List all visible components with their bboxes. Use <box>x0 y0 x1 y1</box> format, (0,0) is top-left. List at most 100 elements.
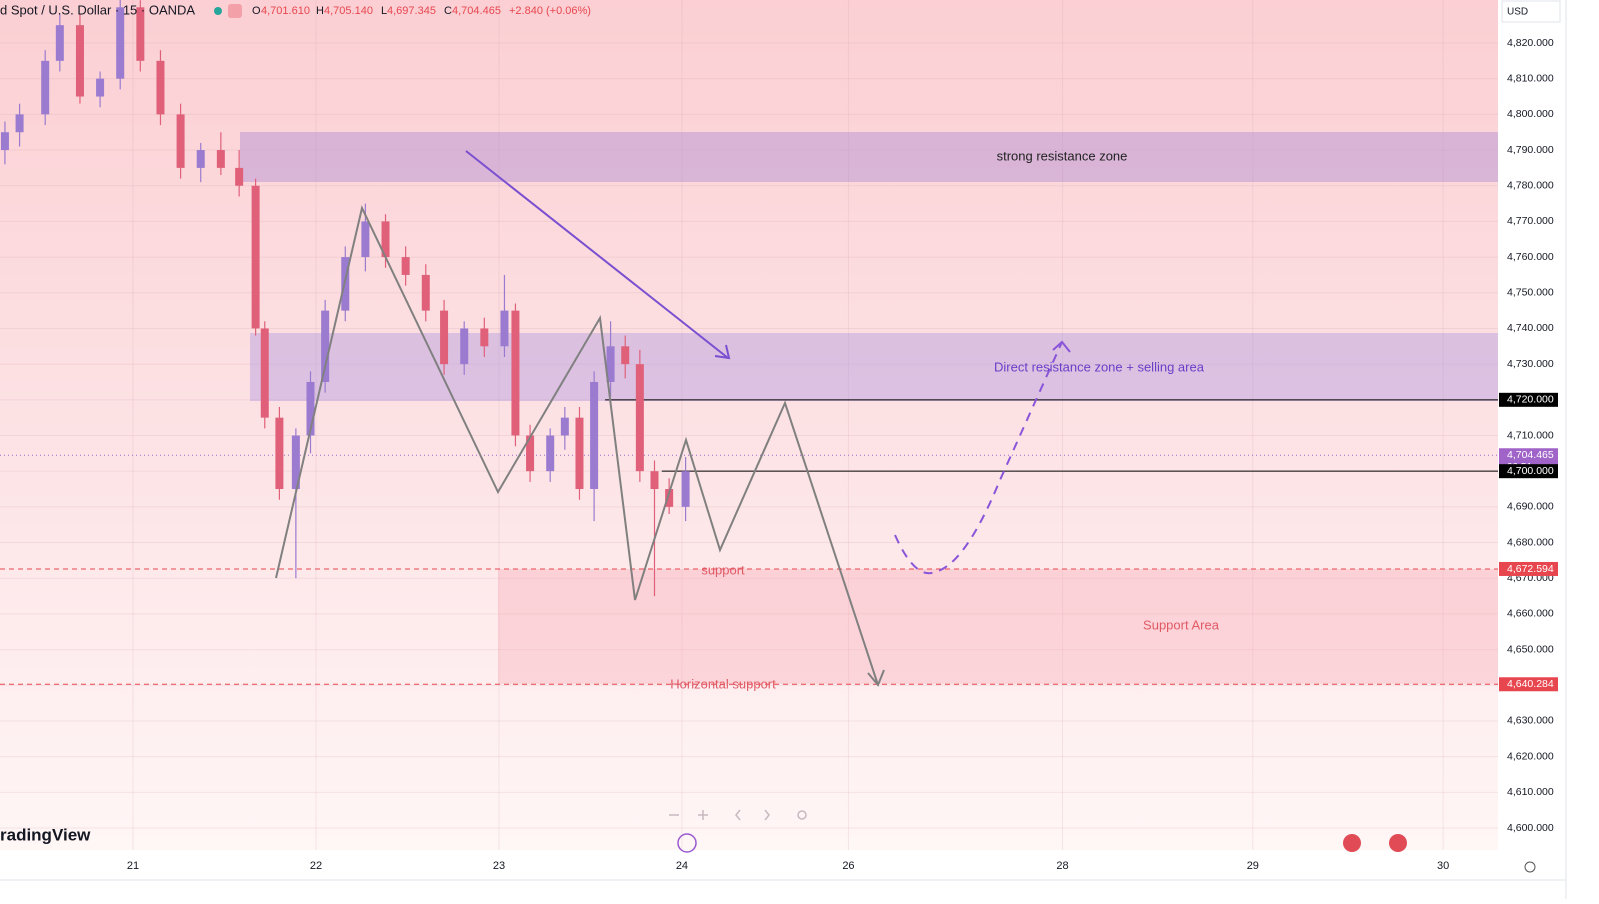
y-tick-label: 4,690.000 <box>1507 501 1554 513</box>
ohlc-value: 4,704.465 <box>452 5 501 17</box>
y-tick-label: 4,650.000 <box>1507 643 1554 655</box>
support-zone <box>498 569 1498 684</box>
price-tag-label: 4,672.594 <box>1507 563 1554 575</box>
y-tick-label: 4,800.000 <box>1507 108 1554 120</box>
arrowhead <box>714 344 731 360</box>
candle-body <box>156 60 165 115</box>
candle-body <box>291 435 300 490</box>
y-tick-label: 4,710.000 <box>1507 429 1554 441</box>
candle-body <box>306 381 315 436</box>
price-tag <box>1499 392 1558 407</box>
annotation: Horizontal support <box>670 676 776 691</box>
y-tick-label: 4,730.000 <box>1507 358 1554 370</box>
price-tag <box>1499 464 1558 479</box>
zigzag <box>275 204 879 686</box>
ohlc-value: 4,705.140 <box>324 5 373 17</box>
y-tick-label: 4,760.000 <box>1507 251 1554 263</box>
arrowhead <box>867 669 885 687</box>
candle-body <box>41 60 50 115</box>
change: +2.840 (+0.06%) <box>509 5 591 17</box>
candle-body <box>196 150 205 168</box>
candle-body <box>511 310 520 436</box>
y-tick-label: 4,750.000 <box>1507 287 1554 299</box>
candle-body <box>560 417 569 436</box>
y-tick-label: 4,620.000 <box>1507 750 1554 762</box>
resistance-zone <box>250 333 1498 401</box>
replay-icon[interactable] <box>677 833 697 853</box>
candle-body <box>251 185 260 329</box>
y-tick-label: 4,660.000 <box>1507 608 1554 620</box>
status-badge <box>228 4 242 18</box>
candle-body <box>15 114 24 133</box>
candle-body <box>590 381 599 490</box>
candle-body <box>401 257 410 275</box>
candle-body <box>650 471 659 490</box>
y-tick-label: 4,610.000 <box>1507 786 1554 798</box>
x-tick-label: 22 <box>310 860 322 872</box>
x-tick-label: 30 <box>1437 860 1449 872</box>
y-tick-label: 4,770.000 <box>1507 215 1554 227</box>
levels <box>0 399 1498 685</box>
event-icon[interactable] <box>1389 834 1407 852</box>
y-tick-label: 4,790.000 <box>1507 144 1554 156</box>
brand: radingView <box>0 825 91 844</box>
candle-body <box>635 364 644 472</box>
candle-body <box>665 489 674 507</box>
trend-arrow <box>465 150 729 359</box>
plot-bg <box>0 0 1498 850</box>
ohlc-label: C <box>444 5 452 17</box>
x-tick-label: 23 <box>493 860 505 872</box>
event-icon[interactable] <box>1343 834 1361 852</box>
candle-body <box>116 7 125 79</box>
candle-body <box>575 417 584 490</box>
x-tick-label: 21 <box>127 860 139 872</box>
ohlc-label: L <box>381 5 387 17</box>
price-tag <box>1499 561 1558 576</box>
x-tick-label: 24 <box>676 860 688 872</box>
x-tick-label: 29 <box>1247 860 1259 872</box>
ohlc-value: 4,697.345 <box>387 5 436 17</box>
y-tick-label: 4,810.000 <box>1507 72 1554 84</box>
candle-body <box>275 417 284 490</box>
toolbar[interactable] <box>669 809 807 821</box>
candle-body <box>0 132 9 151</box>
candle-body <box>176 114 185 168</box>
y-tick-label: 4,680.000 <box>1507 536 1554 548</box>
candle-body <box>460 328 469 365</box>
candle-body <box>546 435 555 472</box>
candle-body <box>500 310 509 347</box>
symbol: d Spot / U.S. Dollar · 15 · OANDA <box>0 2 195 17</box>
y-tick-label: 4,780.000 <box>1507 180 1554 192</box>
x-tick-label: 28 <box>1056 860 1068 872</box>
axis: 4,600.000 4,610.000 4,620.000 4,630.000 4,64… <box>127 37 1558 872</box>
candle-body <box>96 78 105 97</box>
candle-body <box>440 310 449 365</box>
y-tick-label: 4,740.000 <box>1507 322 1554 334</box>
candle-body <box>681 471 690 507</box>
ohlc-label: O <box>252 5 261 17</box>
price-tag-label: 4,704.465 <box>1507 449 1554 461</box>
currency[interactable]: USD <box>1507 7 1528 18</box>
resistance-zone <box>240 132 1498 182</box>
currency-button[interactable] <box>1501 0 1561 23</box>
annotation: Support Area <box>1143 617 1220 632</box>
candle-body <box>75 25 84 97</box>
annotation: strong resistance zone <box>997 148 1128 163</box>
candles <box>0 0 690 597</box>
candle-body <box>321 310 330 382</box>
y-tick-label: 4,820.000 <box>1507 37 1554 49</box>
price-tag-label: 4,700.000 <box>1507 465 1554 477</box>
status-dot <box>214 7 222 15</box>
settings-icon[interactable] <box>1524 861 1536 873</box>
candle-body <box>480 328 489 347</box>
ohlc-value: 4,701.610 <box>261 5 310 17</box>
annotation: Direct resistance zone + selling area <box>994 359 1205 374</box>
candle-body <box>621 346 630 365</box>
y-tick-label: 4,630.000 <box>1507 715 1554 727</box>
price-tag-label: 4,640.284 <box>1507 678 1554 690</box>
candle-body <box>381 221 390 258</box>
candle-body <box>216 150 225 168</box>
candle-body <box>526 435 535 472</box>
